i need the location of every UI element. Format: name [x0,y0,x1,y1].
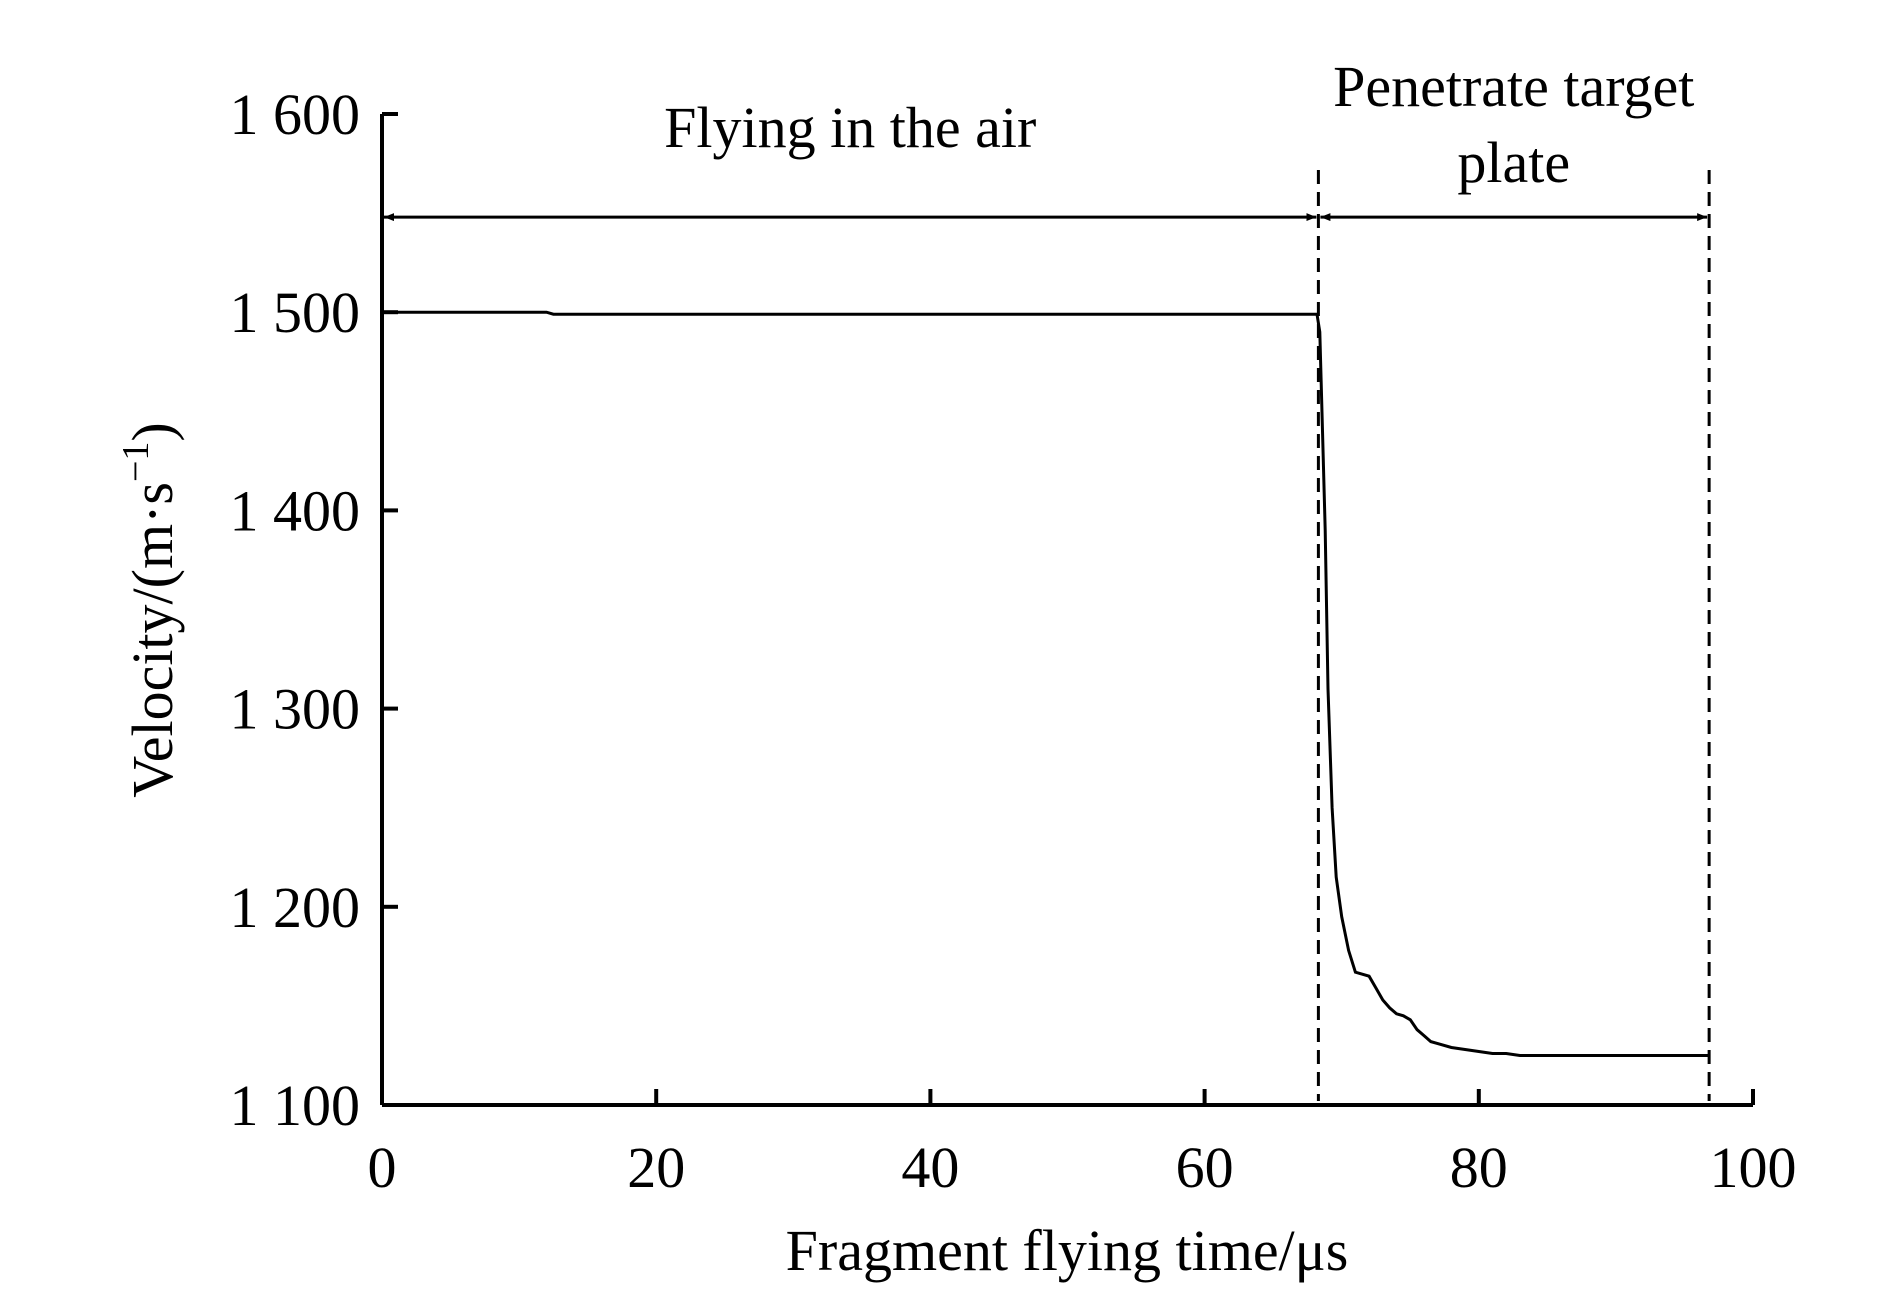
x-tick-label: 0 [368,1135,397,1200]
y-tick-labels: 1 100 1 200 1 300 1 400 1 500 1 600 [230,82,361,1138]
phase-label: Penetrate target [1333,54,1694,119]
y-axis-title-close: ) [120,422,185,441]
phase-boundary-lines [1316,170,1711,1101]
phase-label: Flying in the air [664,95,1036,160]
x-tick-label: 40 [901,1135,959,1200]
velocity-series-line [382,310,1710,1057]
x-tick-label: 20 [627,1135,685,1200]
x-tick-label: 80 [1450,1135,1508,1200]
phase-annotations: Flying in the air Penetrate target plate [384,54,1708,222]
phase-label: plate [1457,130,1570,195]
y-axis-title-exponent: −1 [115,442,157,482]
y-tick-label: 1 300 [230,677,361,742]
x-tick-labels: 0 20 40 60 80 100 [368,1135,1797,1200]
y-tick-label: 1 400 [230,478,361,543]
y-tick-label: 1 500 [230,280,361,345]
y-tick-marks [382,112,398,1107]
x-tick-label: 60 [1176,1135,1234,1200]
x-tick-label: 100 [1710,1135,1797,1200]
y-tick-label: 1 100 [230,1073,361,1138]
y-tick-label: 1 600 [230,82,361,147]
x-axis-title: Fragment flying time/μs [786,1218,1349,1283]
y-axis-title: Velocity/(m·s−1) [115,422,185,797]
x-tick-marks [380,1089,1755,1105]
y-tick-label: 1 200 [230,875,361,940]
y-axis-title-main: Velocity/(m·s [120,482,185,798]
